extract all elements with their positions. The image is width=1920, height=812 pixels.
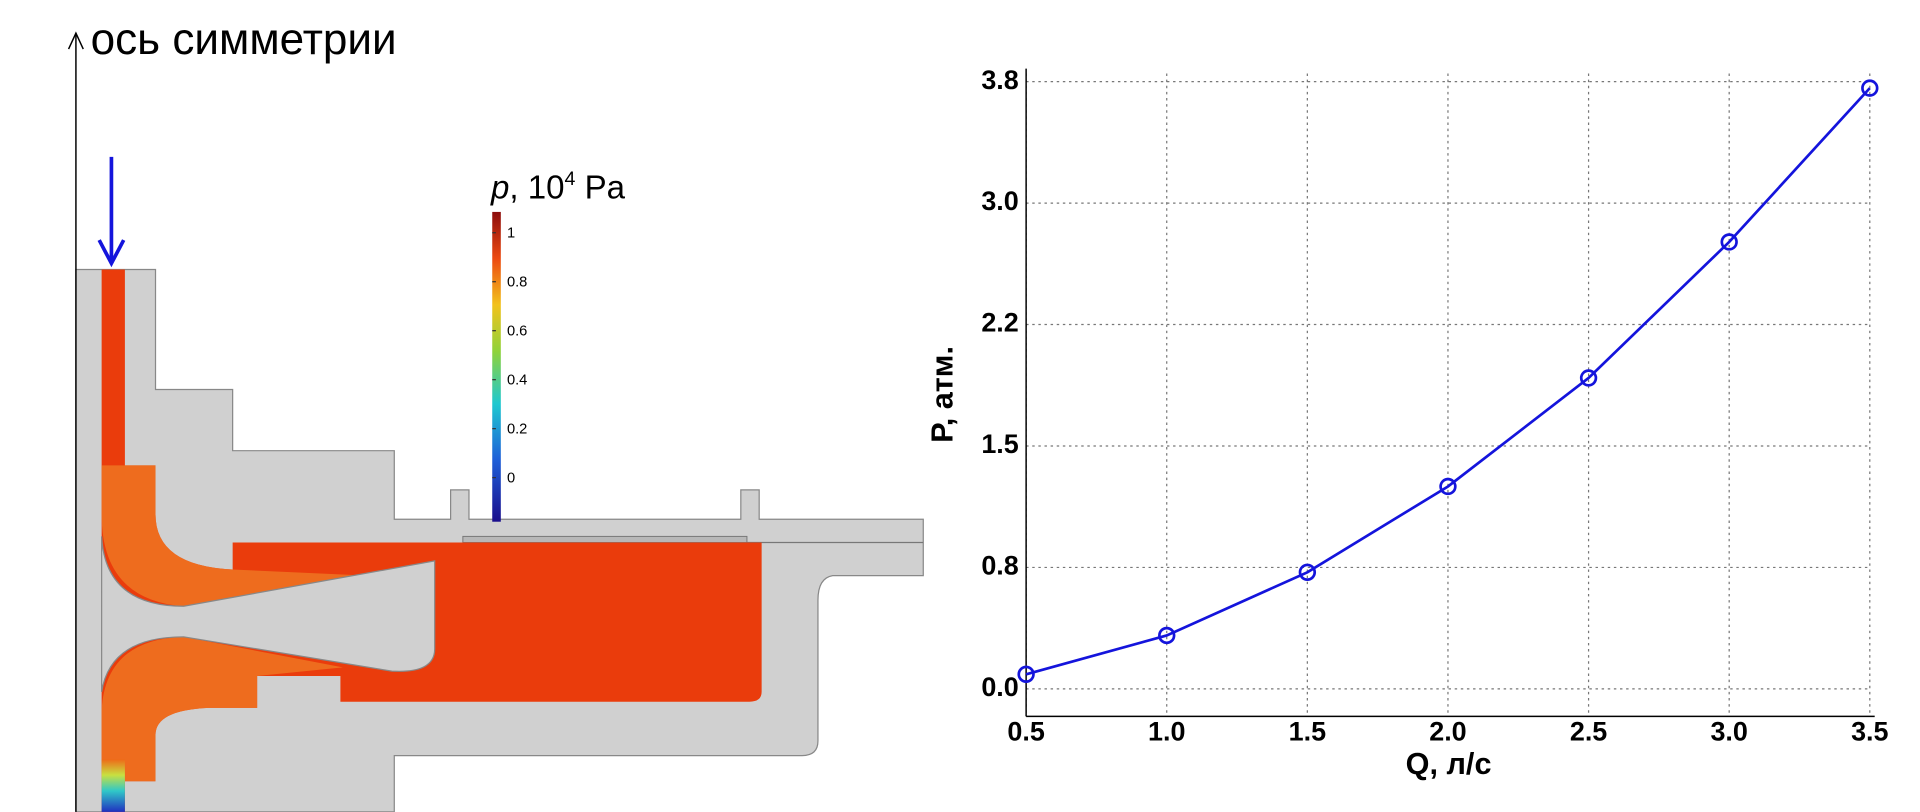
x-tick-label: 2.5 (1570, 717, 1607, 747)
plate (462, 535, 748, 544)
colorbar-tick-label: 0.6 (507, 324, 527, 340)
data-point (1017, 665, 1035, 684)
flow-lower (101, 636, 343, 782)
colorbar-ticks: 1 0.8 0.6 0.4 0.2 0 (492, 226, 527, 487)
series-line (1025, 87, 1871, 676)
data-point (1158, 626, 1176, 645)
colorbar (492, 211, 501, 522)
y-tick-label: 3.8 (981, 65, 1018, 95)
x-tick-label: 3.5 (1851, 717, 1888, 747)
x-tick-label: 1.0 (1148, 717, 1185, 747)
data-point (1439, 477, 1457, 496)
exponent: 4 (565, 168, 576, 190)
x-axis-label: Q, л/с (1406, 747, 1492, 781)
axis-label: ось симметрии (91, 15, 397, 64)
y-tick-label: 1.5 (981, 429, 1018, 459)
data-point (1579, 369, 1598, 387)
chart: 0.0 0.8 1.5 2.2 3.0 3.8 0.5 1.0 1.5 2.0 2.5 3.0 3.5 (981, 65, 1888, 747)
colorbar-tick-label: 0 (507, 471, 515, 487)
nozzle (101, 536, 436, 693)
x-tick-label: 2.0 (1429, 717, 1466, 747)
unit-name: Pa (575, 169, 625, 206)
data-point (1720, 233, 1738, 251)
data-point (1298, 563, 1317, 581)
colorbar-tick-label: 0.4 (507, 373, 527, 389)
data-point (1861, 79, 1879, 97)
symbol: p (490, 169, 509, 206)
x-tick-label: 0.5 (1007, 717, 1044, 747)
y-tick-label: 0.0 (981, 672, 1018, 702)
y-tick-label: 0.8 (981, 551, 1018, 581)
y-tick-label: 2.2 (981, 308, 1018, 338)
unit: , 10 (509, 169, 564, 206)
axis-arrowhead (67, 31, 84, 50)
y-tick-label: 3.0 (981, 186, 1018, 216)
x-tick-label: 1.5 (1289, 717, 1326, 747)
inlet-gradient (101, 759, 125, 812)
y-axis-label: P, атм. (926, 346, 960, 443)
flow-upper (101, 465, 368, 607)
flow-region (101, 269, 762, 812)
colorbar-title: p, 104 Pa (490, 168, 626, 206)
colorbar-tick-label: 0.8 (507, 275, 527, 291)
inflow-arrowhead (97, 239, 126, 268)
colorbar-tick-label: 0.2 (507, 422, 527, 438)
x-tick-label: 3.0 (1710, 717, 1747, 747)
colorbar-tick-label: 1 (507, 226, 515, 242)
